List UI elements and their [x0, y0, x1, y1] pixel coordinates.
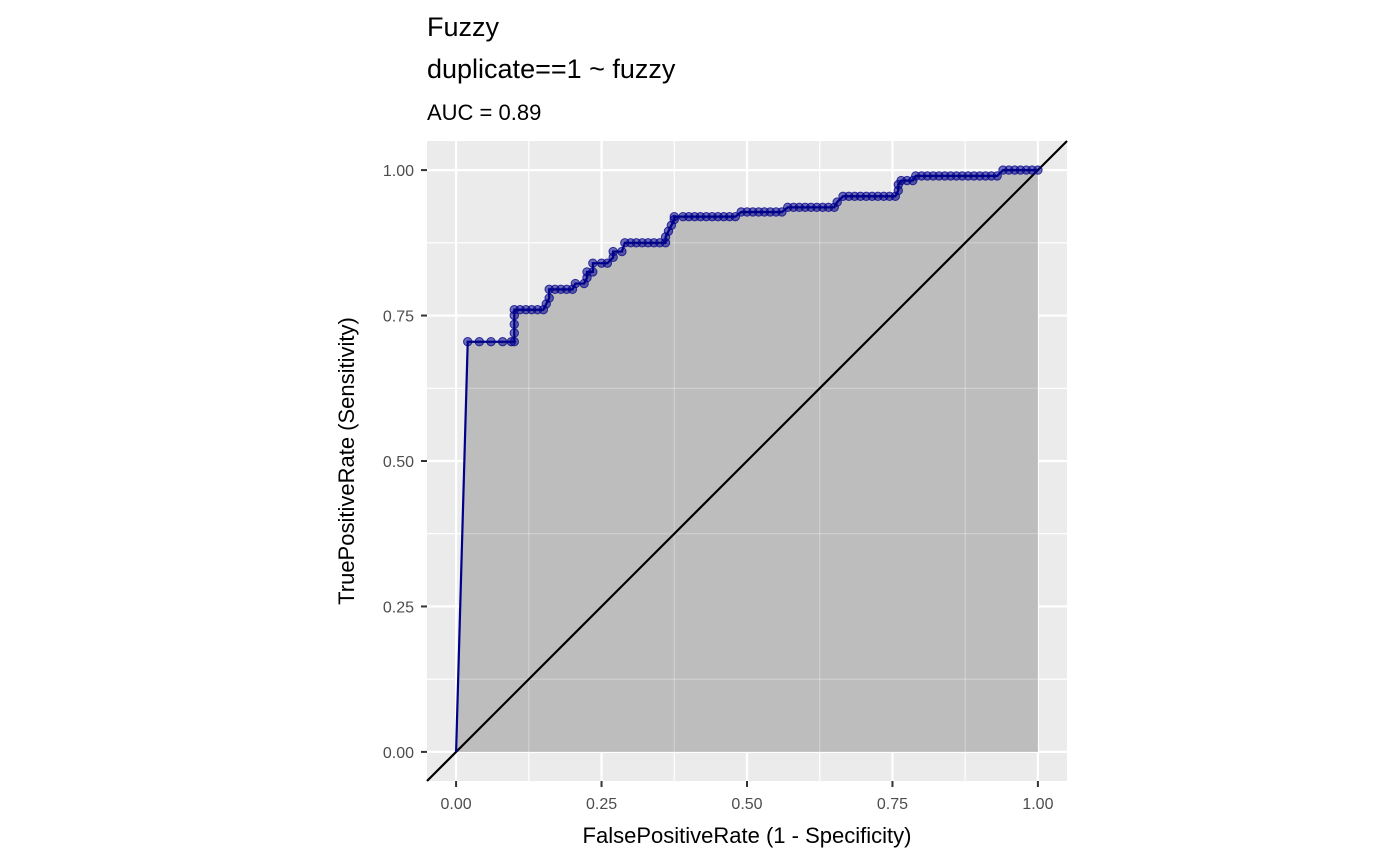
roc-point: [509, 319, 519, 329]
reference-diagonal-line: [426, 140, 1068, 782]
roc-point: [992, 171, 1002, 181]
roc-point: [544, 293, 554, 303]
roc-point: [1033, 165, 1043, 175]
roc-point: [509, 337, 519, 347]
roc-point: [588, 267, 598, 277]
roc-point: [509, 328, 519, 338]
y-axis-ticks: 0.00 0.25 0.50 0.75 1.00: [383, 163, 427, 762]
x-tick-label: 1.00: [1022, 796, 1053, 813]
y-tick-label: 0.00: [383, 745, 414, 762]
chart-title: Fuzzy: [427, 12, 500, 42]
roc-points: [463, 165, 1043, 347]
roc-point: [588, 258, 598, 268]
roc-point: [669, 211, 679, 222]
roc-point: [602, 258, 613, 268]
x-tick-label: 0.25: [586, 796, 617, 813]
chart-subtitle-auc: AUC = 0.89: [427, 100, 541, 125]
roc-point: [570, 278, 581, 289]
roc-point: [497, 337, 508, 347]
x-tick-label: 0.00: [441, 796, 472, 813]
roc-point: [617, 246, 627, 257]
chart-title-formula: duplicate==1 ~ fuzzy: [427, 54, 676, 84]
roc-point: [463, 337, 473, 347]
y-tick-label: 0.75: [383, 309, 414, 326]
y-tick-label: 0.25: [383, 599, 414, 616]
x-axis-label: FalsePositiveRate (1 - Specificity): [583, 823, 912, 848]
x-tick-label: 0.50: [731, 796, 762, 813]
y-tick-label: 0.50: [383, 454, 414, 471]
x-axis-ticks: 0.00 0.25 0.50 0.75 1.00: [441, 781, 1054, 813]
x-tick-label: 0.75: [877, 796, 908, 813]
roc-point: [474, 337, 485, 347]
roc-point: [832, 197, 842, 207]
y-tick-label: 1.00: [383, 163, 414, 180]
y-axis-label: TruePositiveRate (Sensitivity): [334, 317, 359, 605]
roc-point: [486, 337, 496, 347]
roc-point: [608, 246, 618, 257]
grid-minor-over-area: [427, 141, 1067, 781]
